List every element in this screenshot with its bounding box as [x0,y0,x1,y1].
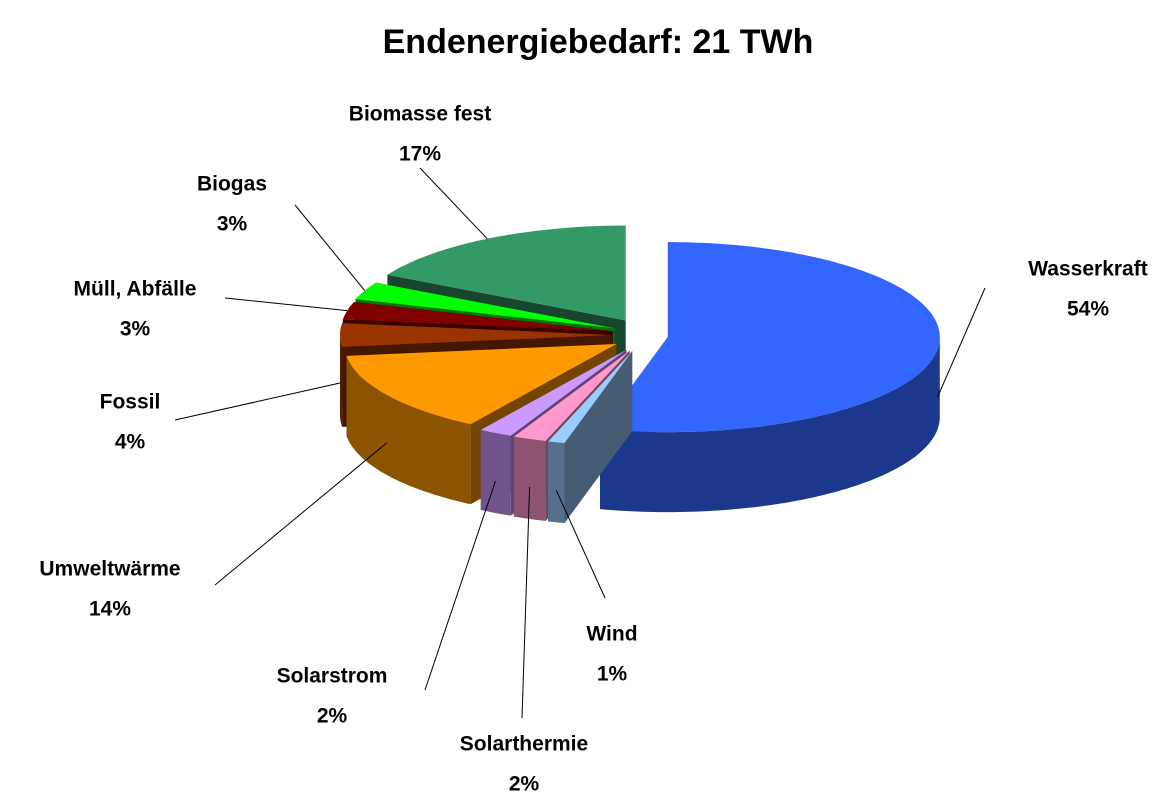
leader-line [174,382,341,421]
slice-wall [346,355,471,505]
leader-line [224,297,348,312]
slice-side [548,351,633,522]
chart-title: Endenergiebedarf: 21 TWh [383,23,814,61]
leader-line [521,486,531,719]
slice [513,350,630,441]
slice-value: 17% [399,143,441,166]
leader-line [214,442,388,586]
slice-name: Wind [586,623,637,646]
slice [346,344,617,425]
slice [480,349,627,436]
leader-line [937,287,986,398]
slice [340,323,612,347]
slice-wall [480,429,511,516]
slice [387,225,626,321]
slice-value: 54% [1067,298,1109,321]
leader-line [555,490,606,599]
slice-value: 2% [317,705,348,728]
slice-name: Solarstrom [277,665,388,688]
slice-name: Fossil [100,391,161,414]
slice-name: Biogas [197,173,267,196]
pie [340,225,940,524]
slice-name: Wasserkraft [1028,258,1147,281]
leader-line [294,204,366,291]
slice [342,302,613,332]
slice-name: Biomasse fest [349,103,491,126]
slice-name: Müll, Abfälle [74,278,197,301]
slice-wall [513,436,546,521]
slice [600,242,940,433]
slice [355,282,615,329]
slice [548,351,633,444]
slice-wall [548,441,565,524]
slice-wall [340,335,343,427]
labels: Wasserkraft 54% Wind 1% Solarthermie 2% Solars… [39,103,1147,796]
slice-value: 4% [115,431,146,454]
slice-name: Solarthermie [460,733,588,756]
slice-value: 2% [509,773,540,796]
leader-line [419,167,488,240]
slice-value: 14% [89,598,131,621]
slice-name: Umweltwärme [39,558,180,581]
leader-line [424,480,496,691]
slice-value: 3% [120,318,151,341]
slice-value: 3% [217,213,248,236]
slice-wall [600,337,940,513]
slice-value: 1% [597,663,628,686]
